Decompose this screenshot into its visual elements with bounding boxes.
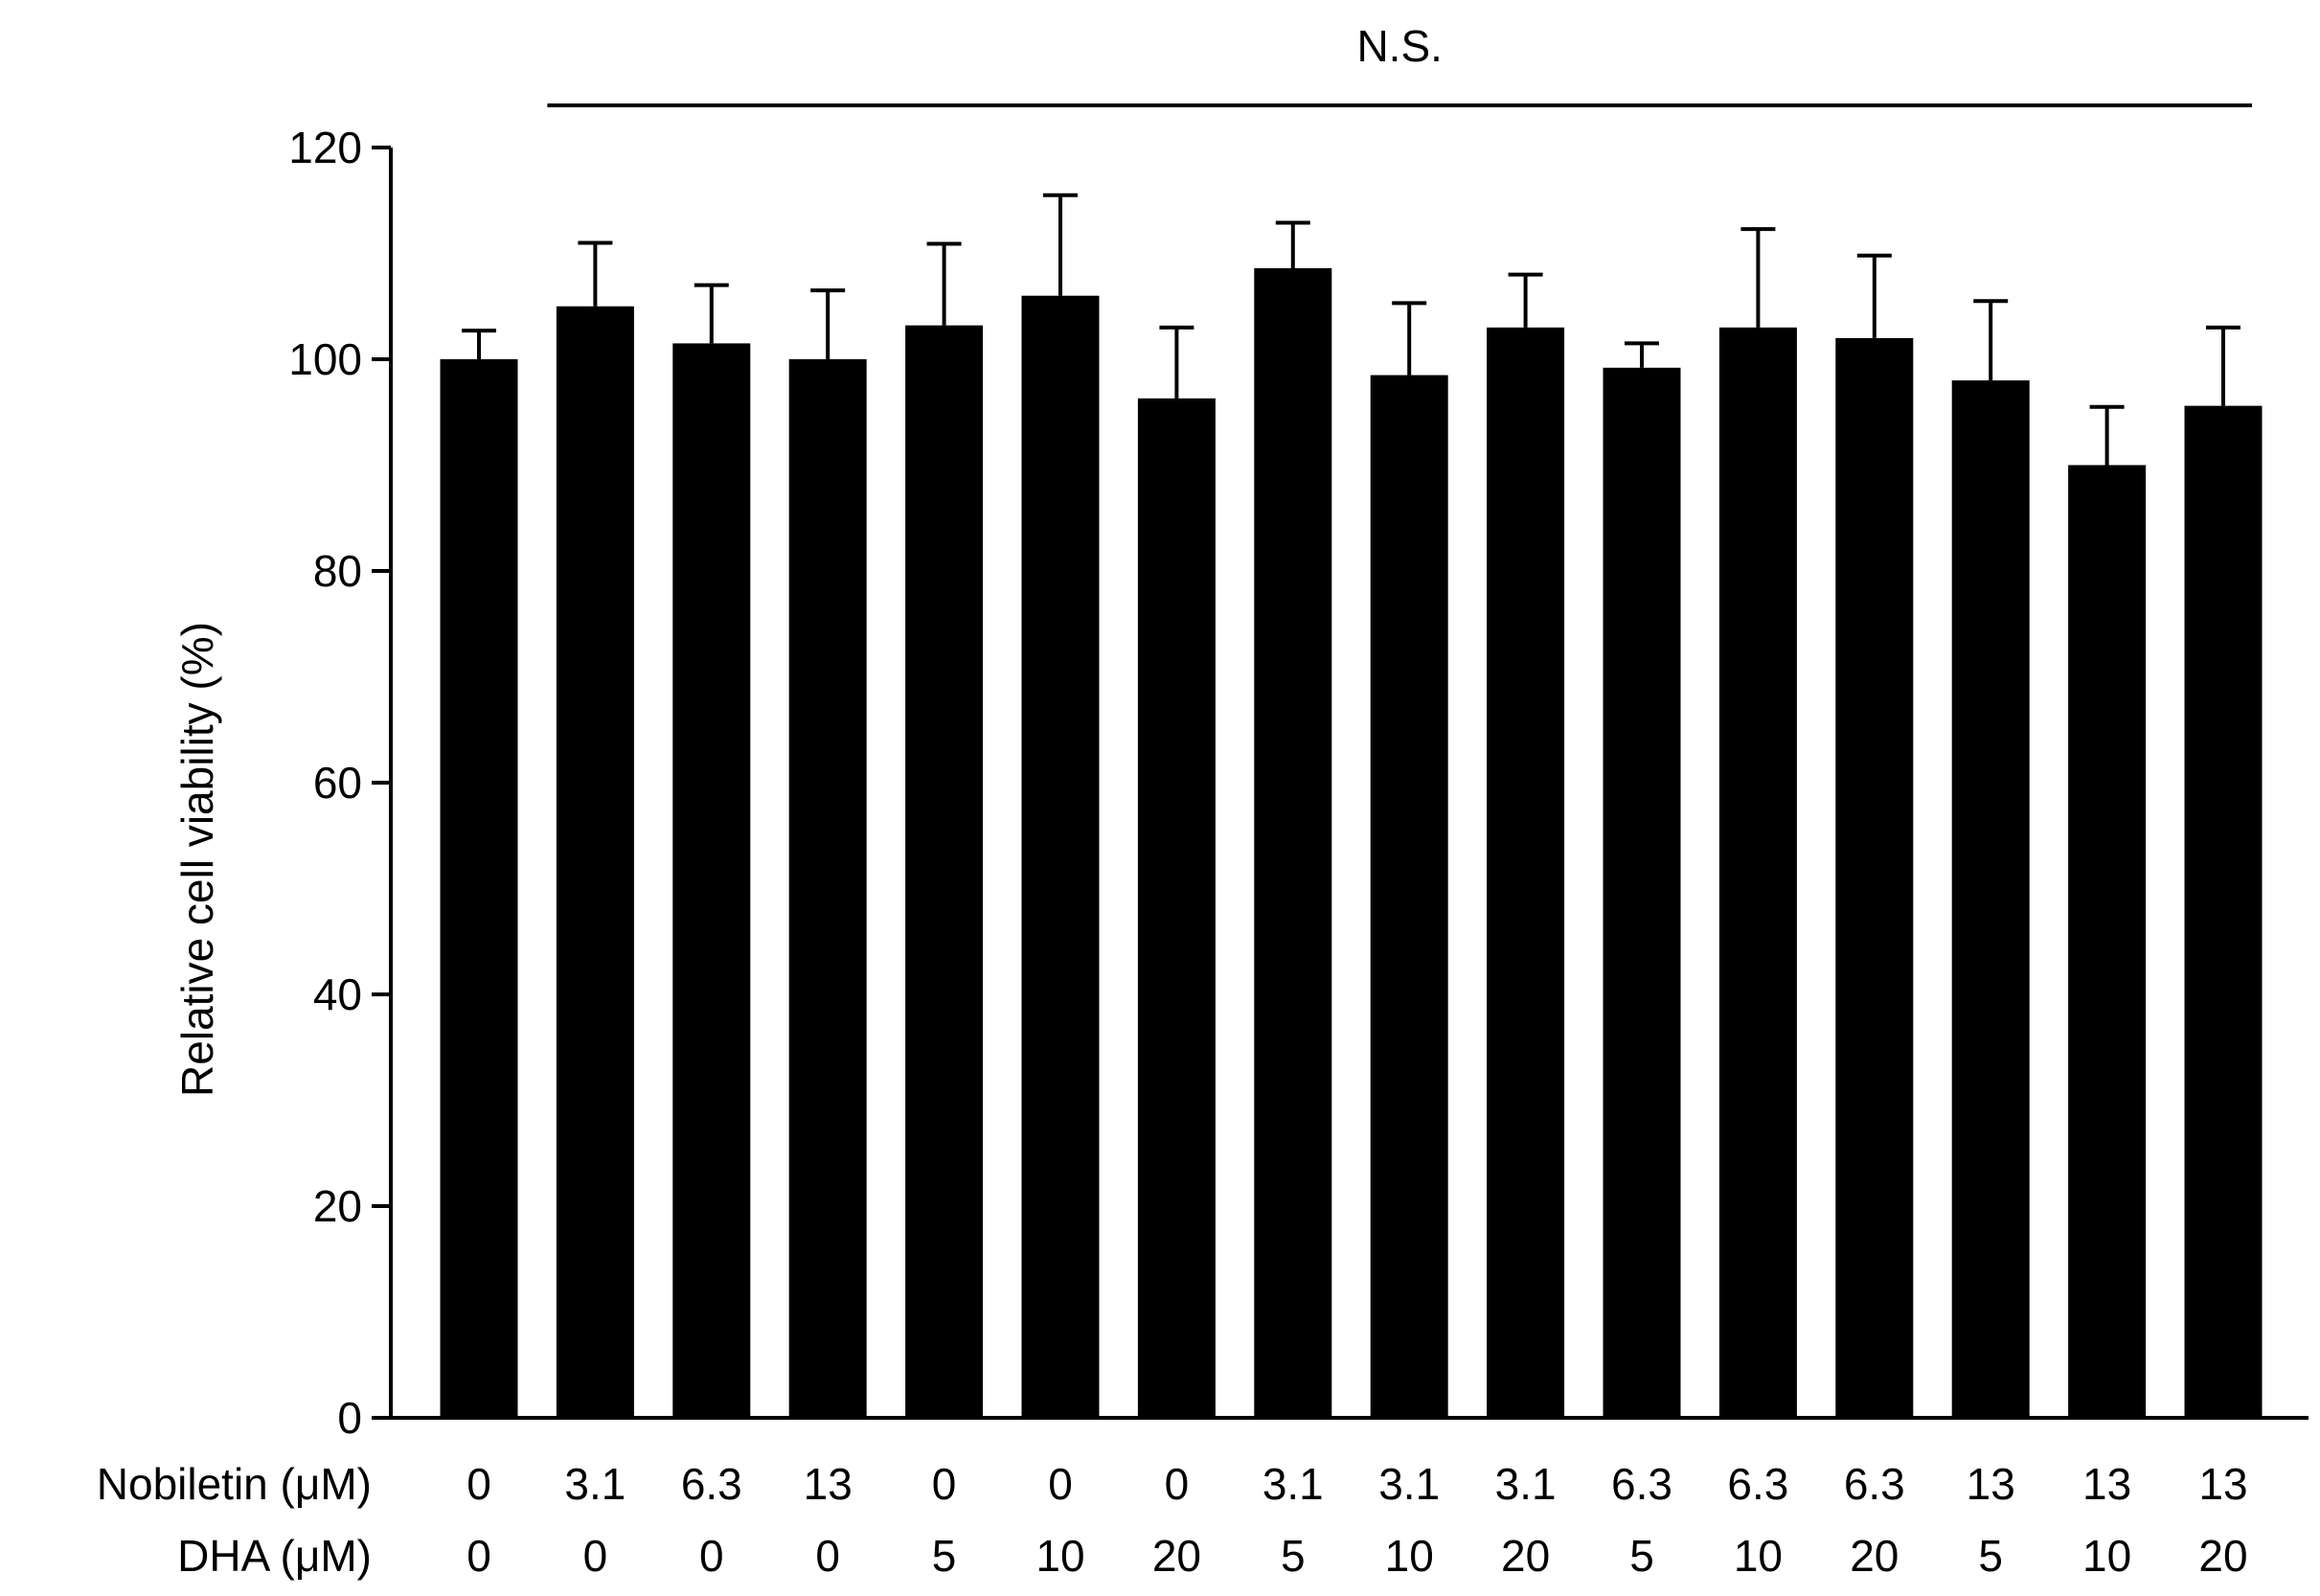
y-tick-label: 40 — [313, 969, 362, 1019]
bar — [672, 343, 751, 1418]
x-label-nobiletin: 6.3 — [681, 1459, 742, 1509]
bar — [556, 306, 634, 1418]
x-label-nobiletin: 0 — [466, 1459, 491, 1509]
bar — [2068, 465, 2147, 1418]
x-label-dha: 20 — [1152, 1531, 1201, 1581]
x-label-nobiletin: 13 — [1967, 1459, 2015, 1509]
x-label-dha: 5 — [1978, 1531, 2003, 1581]
bar — [1137, 398, 1216, 1418]
bar — [788, 359, 867, 1418]
x-label-nobiletin: 6.3 — [1611, 1459, 1672, 1509]
x-label-dha: 5 — [1629, 1531, 1654, 1581]
x-label-nobiletin: 0 — [1165, 1459, 1190, 1509]
x-label-nobiletin: 6.3 — [1844, 1459, 1905, 1509]
bar — [1254, 267, 1332, 1419]
x-label-nobiletin: 13 — [804, 1459, 853, 1509]
y-tick-label: 0 — [337, 1393, 362, 1443]
y-axis-label: Relative cell viability (%) — [172, 622, 222, 1097]
y-tick-label: 120 — [288, 123, 362, 172]
y-ticks-group: 0 20 40 60 80 100 120 — [288, 123, 391, 1443]
significance-label: N.S. — [1356, 21, 1442, 71]
y-tick-label: 100 — [288, 334, 362, 384]
x-label-dha: 10 — [1035, 1531, 1084, 1581]
row-label-nobiletin: Nobiletin (μM) — [97, 1459, 372, 1509]
bar — [1603, 367, 1681, 1419]
x-labels-group: 0 3.1 6.3 13 0 0 0 3.1 3.1 3.1 6.3 6.3 6.3 13 13 13 0 0 0 0… — [466, 1459, 2247, 1581]
x-label-dha: 0 — [466, 1531, 491, 1581]
bar — [1835, 337, 1914, 1418]
y-tick-label: 20 — [313, 1181, 362, 1231]
bar — [1718, 327, 1797, 1419]
x-label-dha: 20 — [2198, 1531, 2247, 1581]
significance-annotation: N.S. — [547, 21, 2252, 107]
x-label-nobiletin: 0 — [1048, 1459, 1073, 1509]
x-label-dha: 0 — [699, 1531, 724, 1581]
x-label-nobiletin: 3.1 — [1495, 1459, 1557, 1509]
bar — [1951, 380, 2030, 1419]
bar — [1021, 295, 1100, 1419]
x-label-nobiletin: 13 — [2198, 1459, 2247, 1509]
bar — [440, 359, 518, 1418]
x-label-dha: 0 — [815, 1531, 840, 1581]
y-tick-label: 80 — [313, 546, 362, 596]
x-label-dha: 0 — [583, 1531, 608, 1581]
bar — [905, 325, 984, 1418]
x-label-nobiletin: 0 — [932, 1459, 957, 1509]
x-label-nobiletin: 13 — [2082, 1459, 2131, 1509]
bar — [2184, 405, 2263, 1418]
x-label-nobiletin: 3.1 — [1378, 1459, 1440, 1509]
bars-group — [440, 267, 2263, 1419]
error-bars-group — [462, 193, 2240, 466]
x-label-dha: 20 — [1850, 1531, 1899, 1581]
x-label-dha: 10 — [1734, 1531, 1783, 1581]
y-tick-label: 60 — [313, 758, 362, 808]
row-label-dha: DHA (μM) — [177, 1531, 372, 1581]
x-label-nobiletin: 6.3 — [1727, 1459, 1788, 1509]
bar — [1487, 327, 1565, 1419]
x-label-dha: 5 — [1281, 1531, 1306, 1581]
x-label-nobiletin: 3.1 — [1262, 1459, 1324, 1509]
bar — [1370, 375, 1448, 1419]
x-label-nobiletin: 3.1 — [564, 1459, 625, 1509]
x-label-dha: 20 — [1501, 1531, 1550, 1581]
x-label-dha: 10 — [2082, 1531, 2131, 1581]
x-label-dha: 10 — [1385, 1531, 1434, 1581]
x-label-dha: 5 — [932, 1531, 957, 1581]
